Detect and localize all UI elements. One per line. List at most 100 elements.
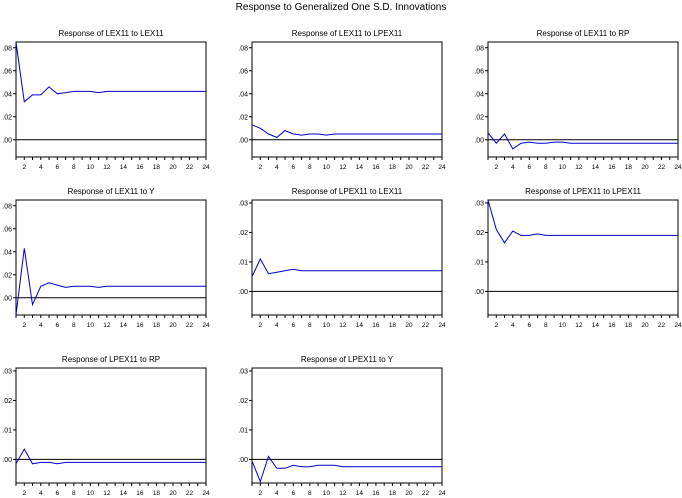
y-tick-label: .08: [2, 45, 12, 52]
x-tick-label: 8: [544, 164, 548, 171]
x-tick-label: 4: [39, 322, 43, 329]
x-tick-label: 22: [422, 322, 430, 329]
panel-title: Response of LEX11 to RP: [537, 29, 630, 38]
x-tick-label: 24: [438, 490, 446, 497]
x-tick-label: 8: [308, 490, 312, 497]
x-tick-label: 14: [592, 164, 600, 171]
x-tick-label: 10: [323, 322, 331, 329]
y-tick-label: .02: [238, 114, 248, 121]
x-tick-label: 10: [323, 490, 331, 497]
y-tick-label: .06: [474, 68, 484, 75]
y-tick-label: .00: [238, 137, 248, 144]
y-tick-label: .03: [474, 200, 484, 207]
y-tick-label: .01: [238, 259, 248, 266]
x-tick-label: 12: [103, 490, 111, 497]
x-tick-label: 2: [22, 164, 26, 171]
y-tick-label: .02: [2, 398, 12, 405]
y-tick-label: .02: [2, 114, 12, 121]
x-tick-label: 2: [22, 322, 26, 329]
x-tick-label: 20: [405, 322, 413, 329]
panel-5: Response of LPEX11 to LEX11 .00 .01 .02 .03 2…: [238, 187, 446, 329]
x-tick-label: 2: [494, 322, 498, 329]
plot-frame: [15, 199, 207, 316]
y-tick-label: .04: [474, 91, 484, 98]
x-tick-label: 12: [575, 164, 583, 171]
x-tick-label: 2: [258, 490, 262, 497]
x-tick-label: 4: [275, 490, 279, 497]
plot-frame: [15, 367, 207, 484]
y-tick-label: .03: [238, 200, 248, 207]
x-tick-label: 10: [323, 164, 331, 171]
y-tick-label: .06: [2, 226, 12, 233]
x-tick-label: 18: [153, 490, 161, 497]
response-line: [251, 124, 442, 138]
x-tick-label: 20: [169, 322, 177, 329]
x-tick-label: 18: [153, 322, 161, 329]
y-tick-label: .01: [474, 259, 484, 266]
x-tick-label: 16: [136, 490, 144, 497]
panel-title: Response of LEX11 to Y: [68, 187, 156, 196]
y-tick-label: .00: [238, 457, 248, 464]
panel-1: Response of LEX11 to LEX11 .00 .02 .04 .06 .0…: [2, 29, 210, 171]
x-tick-label: 12: [103, 322, 111, 329]
panel-title: Response of LPEX11 to RP: [62, 355, 160, 364]
x-tick-label: 6: [291, 490, 295, 497]
x-tick-label: 18: [389, 164, 397, 171]
x-tick-label: 20: [169, 164, 177, 171]
y-tick-label: .02: [2, 272, 12, 279]
x-tick-label: 22: [658, 322, 666, 329]
x-tick-label: 22: [422, 164, 430, 171]
x-tick-label: 20: [641, 322, 649, 329]
x-tick-label: 14: [592, 322, 600, 329]
x-tick-label: 12: [339, 164, 347, 171]
x-tick-label: 6: [55, 490, 59, 497]
x-tick-label: 8: [72, 322, 76, 329]
x-tick-label: 12: [103, 164, 111, 171]
x-tick-label: 14: [120, 164, 128, 171]
x-tick-label: 4: [39, 164, 43, 171]
y-tick-label: .00: [238, 289, 248, 296]
x-tick-label: 6: [55, 164, 59, 171]
y-tick-label: .01: [2, 427, 12, 434]
x-tick-label: 4: [275, 322, 279, 329]
x-tick-label: 16: [608, 322, 616, 329]
response-line: [15, 448, 206, 465]
x-tick-label: 14: [356, 322, 364, 329]
x-tick-label: 22: [658, 164, 666, 171]
y-tick-label: .08: [238, 45, 248, 52]
x-tick-label: 10: [87, 490, 95, 497]
x-tick-label: 20: [405, 164, 413, 171]
x-tick-label: 22: [186, 490, 194, 497]
y-tick-label: .03: [238, 368, 248, 375]
panel-title: Response of LPEX11 to Y: [301, 355, 394, 364]
x-tick-label: 16: [372, 322, 380, 329]
x-tick-label: 18: [625, 164, 633, 171]
x-tick-label: 10: [559, 164, 567, 171]
x-tick-label: 24: [202, 164, 210, 171]
response-line: [15, 248, 206, 316]
plot-frame: [251, 199, 443, 316]
x-tick-label: 2: [258, 322, 262, 329]
figure-title: Response to Generalized One S.D. Innovat…: [235, 2, 447, 13]
x-tick-label: 16: [608, 164, 616, 171]
x-tick-label: 8: [72, 164, 76, 171]
y-tick-label: .08: [2, 203, 12, 210]
x-tick-label: 22: [186, 164, 194, 171]
x-tick-label: 14: [120, 322, 128, 329]
panel-title: Response of LEX11 to LEX11: [58, 29, 164, 38]
x-tick-label: 18: [153, 164, 161, 171]
x-tick-label: 6: [527, 164, 531, 171]
x-tick-label: 12: [339, 490, 347, 497]
y-tick-label: .06: [2, 68, 12, 75]
x-tick-label: 12: [575, 322, 583, 329]
x-tick-label: 20: [405, 490, 413, 497]
x-tick-label: 14: [356, 164, 364, 171]
y-tick-label: .02: [474, 114, 484, 121]
x-tick-label: 4: [511, 322, 515, 329]
response-line: [251, 257, 442, 277]
x-tick-label: 16: [136, 164, 144, 171]
response-line: [487, 199, 678, 244]
x-tick-label: 20: [169, 490, 177, 497]
y-tick-label: .06: [238, 68, 248, 75]
